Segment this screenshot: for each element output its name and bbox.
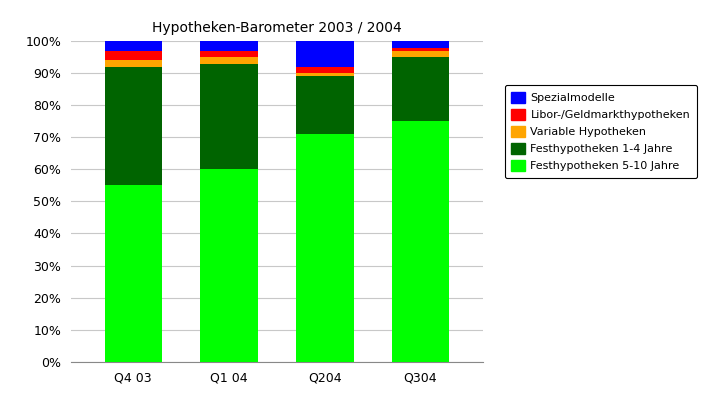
Bar [392,57,449,121]
Bar [104,41,162,51]
Bar [392,48,449,51]
Bar [296,67,354,73]
Bar [200,57,258,64]
Bar [296,41,354,67]
Bar [296,76,354,134]
Bar [296,134,354,362]
Bar [104,67,162,185]
Bar [104,185,162,362]
Bar [200,51,258,57]
Bar [200,41,258,51]
Bar [392,41,449,48]
Legend: Spezialmodelle, Libor-/Geldmarkthypotheken, Variable Hypotheken, Festhypotheken : Spezialmodelle, Libor-/Geldmarkthypothek… [505,85,697,178]
Bar [392,121,449,362]
Bar [392,51,449,57]
Bar [296,73,354,76]
Bar [200,64,258,169]
Bar [200,169,258,362]
Bar [104,51,162,60]
Text: Hypotheken-Barometer 2003 / 2004: Hypotheken-Barometer 2003 / 2004 [152,21,402,35]
Bar [104,60,162,67]
